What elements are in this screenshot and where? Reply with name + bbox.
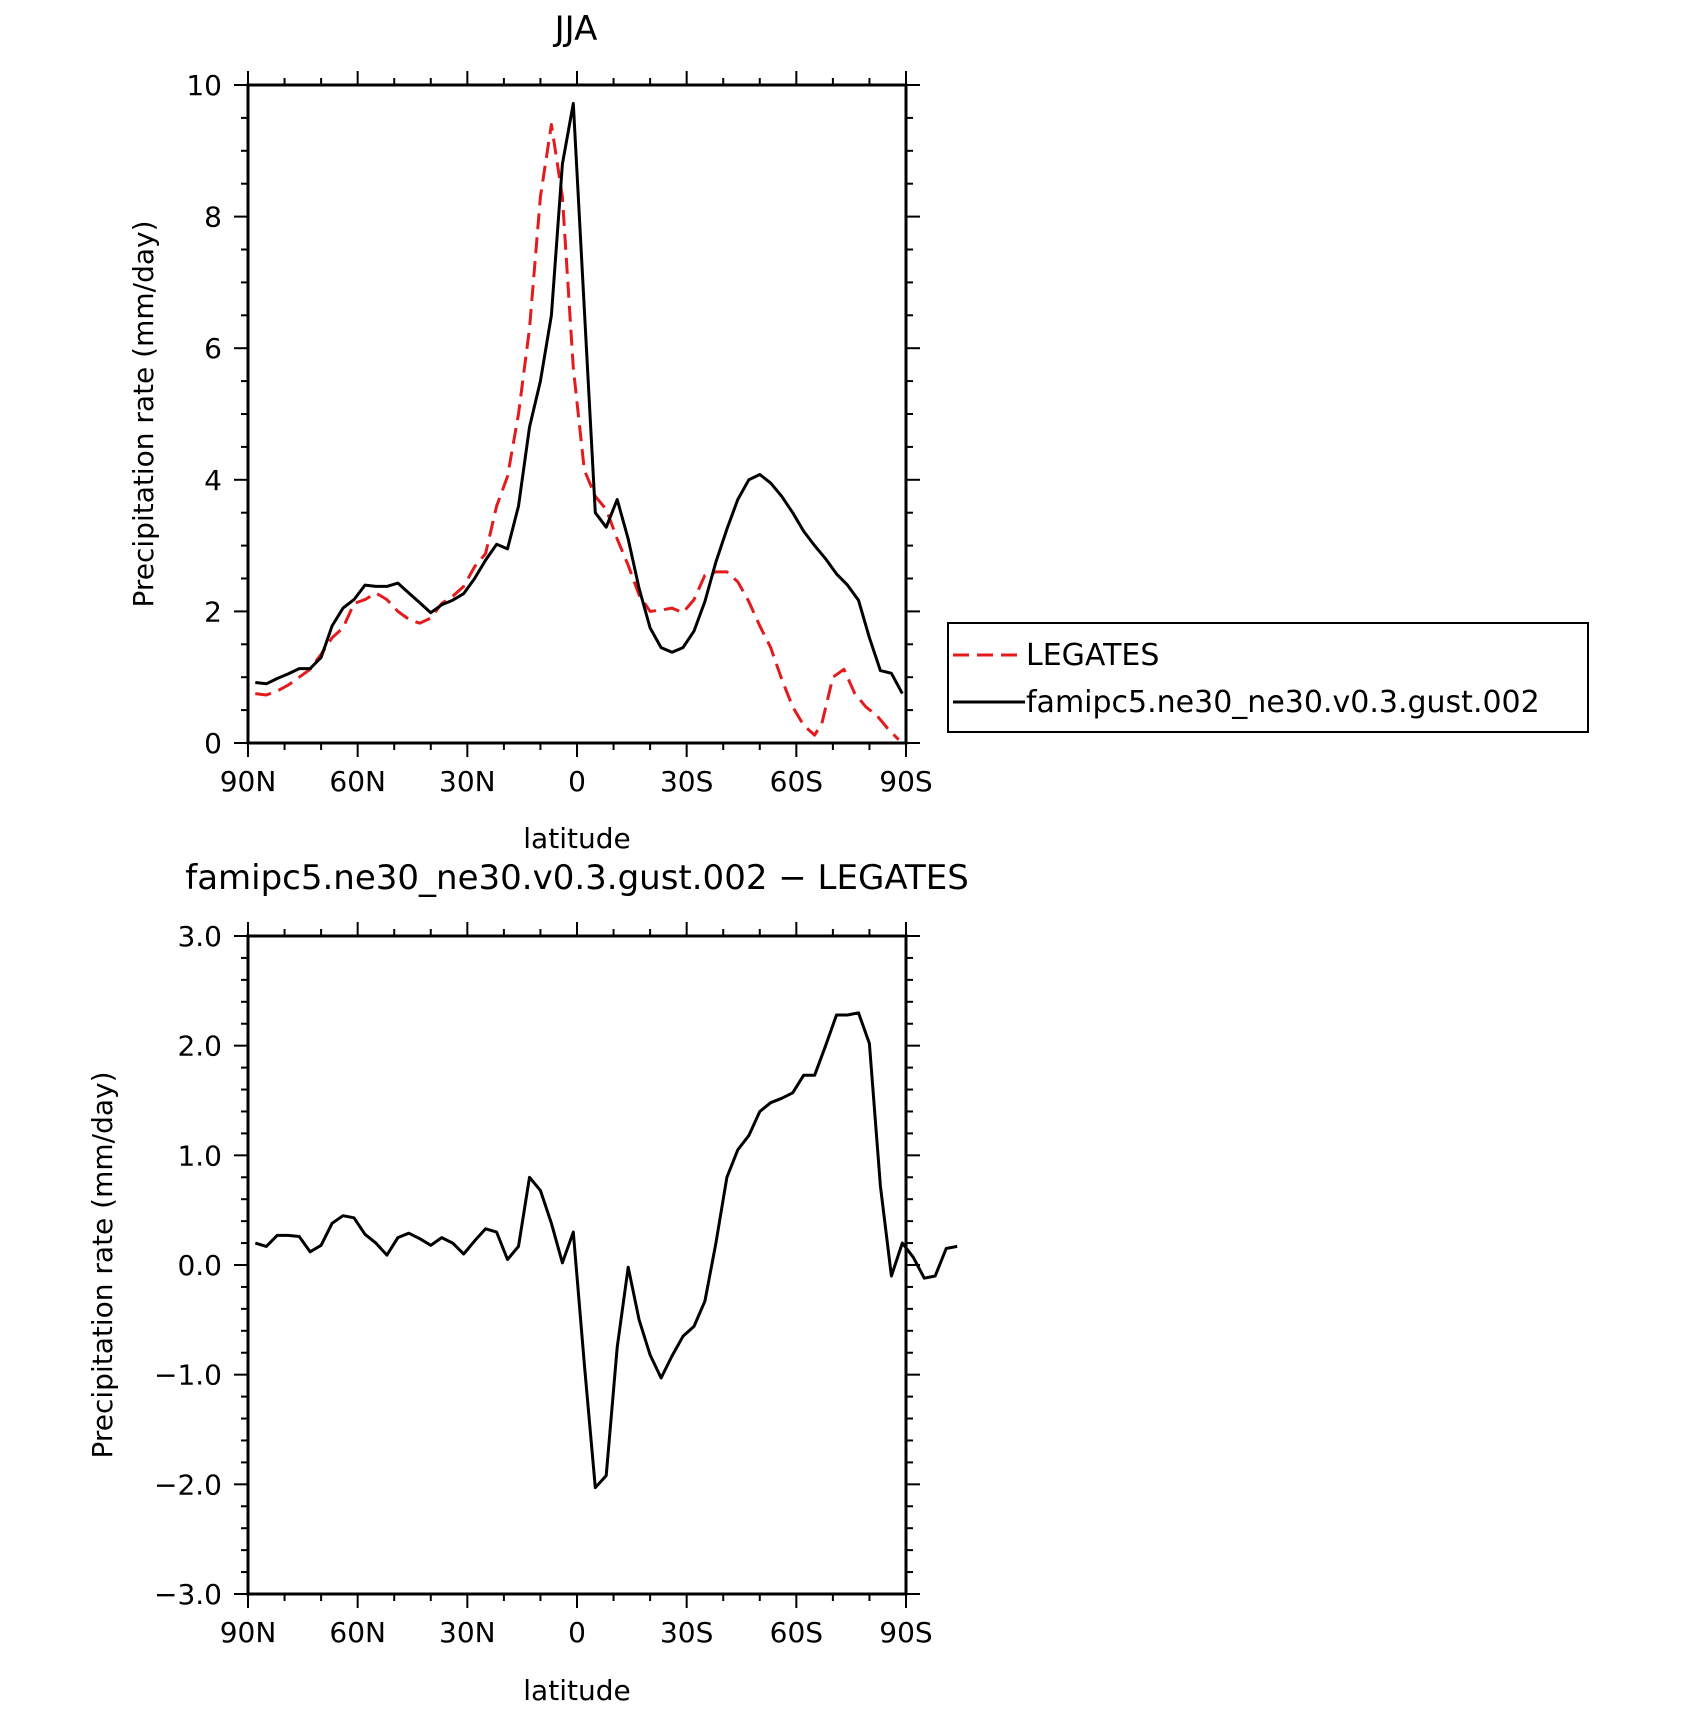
bottom-x-tick-label: 30N bbox=[439, 1616, 496, 1649]
top-y-axis-label: Precipitation rate (mm/day) bbox=[127, 220, 160, 607]
legend-box bbox=[947, 622, 1589, 733]
bottom-chart-title: famipc5.ne30_ne30.v0.3.gust.002 − LEGATE… bbox=[185, 858, 969, 898]
legend-label-legates: LEGATES bbox=[1026, 638, 1159, 673]
bottom-series-line-0 bbox=[254, 1011, 958, 1490]
top-chart-title: JJA bbox=[553, 9, 598, 49]
top-plot-frame bbox=[246, 83, 908, 745]
top-x-tick-label: 0 bbox=[568, 765, 586, 798]
top-x-tick-label: 30S bbox=[660, 765, 713, 798]
bottom-x-tick-label: 60N bbox=[329, 1616, 386, 1649]
top-y-tick-label: 6 bbox=[204, 332, 222, 365]
legend-label-famipc5: famipc5.ne30_ne30.v0.3.gust.002 bbox=[1026, 685, 1540, 720]
top-x-tick-label: 30N bbox=[439, 765, 496, 798]
top-x-tick-label: 60N bbox=[329, 765, 386, 798]
bottom-x-axis-label: latitude bbox=[523, 1674, 630, 1707]
bottom-y-tick-label: −3.0 bbox=[154, 1578, 222, 1611]
top-x-tick-label: 60S bbox=[770, 765, 823, 798]
top-series-line-0 bbox=[255, 123, 900, 741]
bottom-x-tick-label: 90N bbox=[220, 1616, 277, 1649]
bottom-x-tick-label: 60S bbox=[770, 1616, 823, 1649]
top-x-tick-label: 90S bbox=[879, 765, 932, 798]
bottom-y-tick-label: 3.0 bbox=[177, 920, 222, 953]
top-y-tick-label: 4 bbox=[204, 464, 222, 497]
top-y-tick-label: 8 bbox=[204, 201, 222, 234]
bottom-y-axis-label: Precipitation rate (mm/day) bbox=[86, 1071, 119, 1458]
bottom-x-tick-label: 90S bbox=[879, 1616, 932, 1649]
bottom-series-layer bbox=[254, 1011, 958, 1490]
top-y-tick-label: 10 bbox=[186, 69, 222, 102]
bottom-y-tick-label: −1.0 bbox=[154, 1359, 222, 1392]
bottom-y-tick-label: −2.0 bbox=[154, 1468, 222, 1501]
bottom-x-tick-label: 30S bbox=[660, 1616, 713, 1649]
bottom-y-tick-label: 0.0 bbox=[177, 1249, 222, 1282]
top-x-axis-label: latitude bbox=[523, 822, 630, 855]
top-y-tick-label: 0 bbox=[204, 727, 222, 760]
top-x-tick-label: 90N bbox=[220, 765, 277, 798]
top-y-tick-label: 2 bbox=[204, 595, 222, 628]
bottom-chart-panel: famipc5.ne30_ne30.v0.3.gust.002 − LEGATE… bbox=[86, 858, 969, 1707]
bottom-x-tick-label: 0 bbox=[568, 1616, 586, 1649]
bottom-y-tick-label: 2.0 bbox=[177, 1030, 222, 1063]
bottom-plot-frame bbox=[246, 934, 908, 1596]
legend: LEGATES famipc5.ne30_ne30.v0.3.gust.002 bbox=[947, 622, 1589, 733]
top-series-line-1 bbox=[255, 101, 904, 695]
top-series-layer bbox=[255, 101, 904, 741]
bottom-y-tick-label: 1.0 bbox=[177, 1139, 222, 1172]
